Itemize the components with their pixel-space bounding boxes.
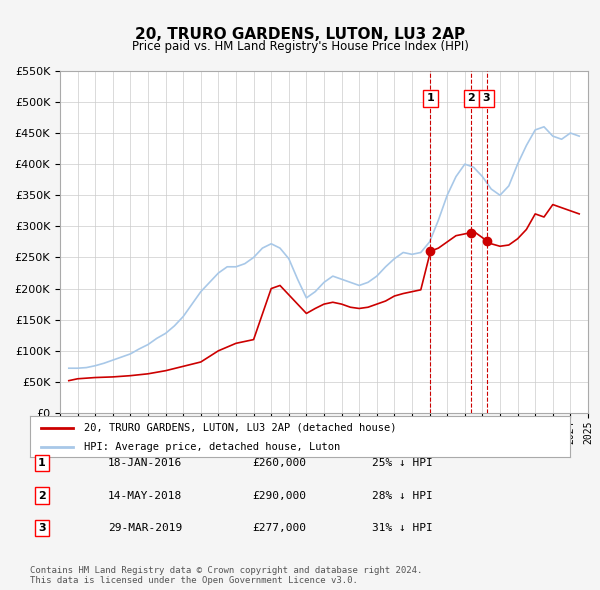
Text: 18-JAN-2016: 18-JAN-2016 xyxy=(108,458,182,468)
Text: 14-MAY-2018: 14-MAY-2018 xyxy=(108,491,182,500)
Text: 20, TRURO GARDENS, LUTON, LU3 2AP: 20, TRURO GARDENS, LUTON, LU3 2AP xyxy=(135,27,465,41)
Text: 25% ↓ HPI: 25% ↓ HPI xyxy=(372,458,433,468)
Text: 1: 1 xyxy=(427,93,434,103)
Text: £260,000: £260,000 xyxy=(252,458,306,468)
Text: 28% ↓ HPI: 28% ↓ HPI xyxy=(372,491,433,500)
Text: £290,000: £290,000 xyxy=(252,491,306,500)
Text: 2: 2 xyxy=(467,93,475,103)
Text: 1: 1 xyxy=(38,458,46,468)
Text: 31% ↓ HPI: 31% ↓ HPI xyxy=(372,523,433,533)
Text: 20, TRURO GARDENS, LUTON, LU3 2AP (detached house): 20, TRURO GARDENS, LUTON, LU3 2AP (detac… xyxy=(84,422,397,432)
Text: £277,000: £277,000 xyxy=(252,523,306,533)
Text: This data is licensed under the Open Government Licence v3.0.: This data is licensed under the Open Gov… xyxy=(30,576,358,585)
Text: 29-MAR-2019: 29-MAR-2019 xyxy=(108,523,182,533)
Text: Price paid vs. HM Land Registry's House Price Index (HPI): Price paid vs. HM Land Registry's House … xyxy=(131,40,469,53)
Text: Contains HM Land Registry data © Crown copyright and database right 2024.: Contains HM Land Registry data © Crown c… xyxy=(30,566,422,575)
Text: 3: 3 xyxy=(38,523,46,533)
Text: HPI: Average price, detached house, Luton: HPI: Average price, detached house, Luto… xyxy=(84,442,340,452)
Text: 2: 2 xyxy=(38,491,46,500)
Text: 3: 3 xyxy=(483,93,490,103)
